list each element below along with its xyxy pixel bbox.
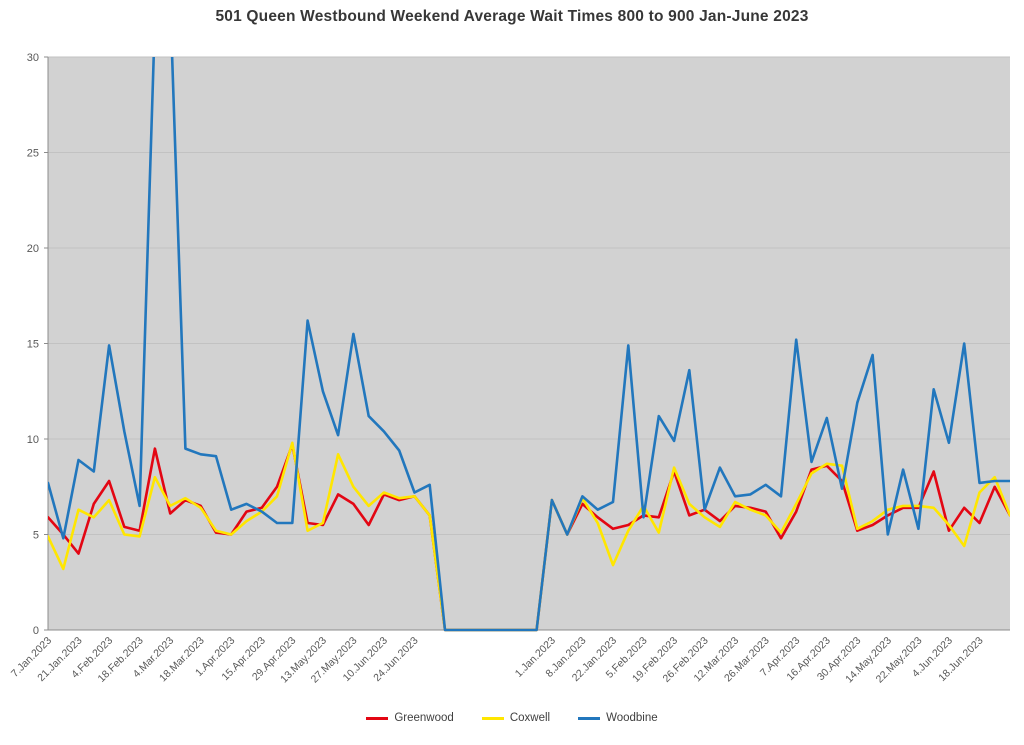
legend-marker-coxwell: [481, 716, 504, 720]
legend-label: Greenwood: [394, 712, 454, 724]
legend-item-woodbine: Woodbine: [578, 712, 658, 724]
y-axis-label: 25: [27, 148, 39, 160]
y-axis-label: 20: [27, 243, 39, 255]
legend-item-coxwell: Coxwell: [481, 712, 551, 724]
y-axis-label: 30: [27, 52, 39, 64]
legend-marker-greenwood: [366, 716, 389, 720]
chart-title: 501 Queen Westbound Weekend Average Wait…: [215, 8, 809, 25]
y-axis-label: 5: [33, 530, 39, 542]
y-axis-label: 15: [27, 339, 39, 351]
series-line-woodbine: [48, 57, 1010, 632]
y-axis-label: 10: [27, 434, 39, 446]
y-axis-label: 0: [33, 625, 39, 637]
chart-legend: Greenwood Coxwell Woodbine: [0, 712, 1024, 724]
legend-marker-woodbine: [578, 716, 601, 720]
series-group: [48, 57, 1010, 632]
legend-item-greenwood: Greenwood: [366, 712, 454, 724]
legend-label: Woodbine: [606, 712, 658, 724]
legend-label: Coxwell: [509, 712, 551, 724]
